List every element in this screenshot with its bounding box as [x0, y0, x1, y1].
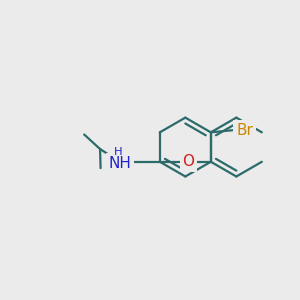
Text: Br: Br: [236, 123, 253, 138]
Text: O: O: [182, 154, 194, 169]
Text: H: H: [114, 147, 123, 158]
Text: NH: NH: [109, 156, 131, 171]
